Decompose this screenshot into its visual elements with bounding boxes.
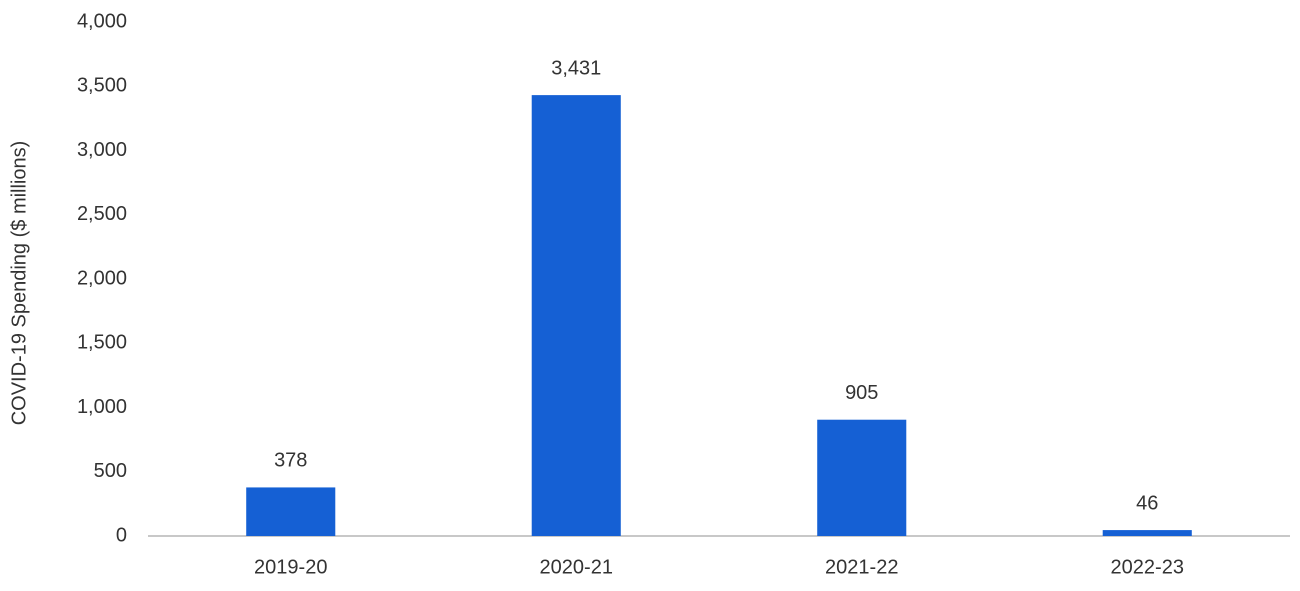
y-tick-label: 1,000 <box>77 396 127 418</box>
y-tick-label: 2,000 <box>77 267 127 289</box>
y-tick-label: 3,500 <box>77 75 127 97</box>
bar <box>246 487 336 536</box>
bar <box>1102 530 1192 536</box>
value-label: 3,431 <box>551 57 601 79</box>
y-tick-label: 2,500 <box>77 203 127 225</box>
bar <box>531 95 621 536</box>
y-axis-label: COVID-19 Spending ($ millions) <box>8 141 30 426</box>
y-tick-label: 500 <box>94 460 127 482</box>
value-label: 46 <box>1136 492 1158 514</box>
x-tick-label: 2021-22 <box>825 556 898 578</box>
bar <box>817 419 907 536</box>
x-tick-label: 2020-21 <box>540 556 613 578</box>
value-label: 378 <box>274 450 307 472</box>
x-tick-label: 2019-20 <box>254 556 327 578</box>
y-tick-label: 1,500 <box>77 332 127 354</box>
x-tick-label: 2022-23 <box>1111 556 1184 578</box>
y-tick-label: 3,000 <box>77 139 127 161</box>
value-label: 905 <box>845 382 878 404</box>
y-tick-label: 0 <box>116 524 127 546</box>
y-tick-label: 4,000 <box>77 10 127 32</box>
